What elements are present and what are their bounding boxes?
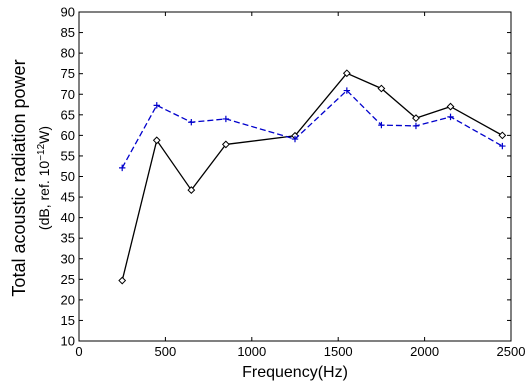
- y-tick-label: 10: [61, 334, 75, 349]
- y-tick-label: 40: [61, 210, 75, 225]
- series-2-point: [412, 122, 420, 130]
- series-1-line: [121, 72, 503, 281]
- y-tick-label: 90: [61, 5, 75, 20]
- x-tick-label: 2500: [497, 344, 526, 359]
- series-1-point: [446, 102, 455, 111]
- y-axis-title: Total acoustic radiation power: [9, 59, 29, 296]
- series-2-line: [121, 89, 503, 169]
- y-tick-label: 45: [61, 190, 75, 205]
- x-tick-label: 1000: [237, 344, 266, 359]
- series-2-point: [222, 115, 230, 123]
- y-tick-label: 85: [61, 25, 75, 40]
- y-tick-label: 20: [61, 292, 75, 307]
- series-1-point: [342, 69, 351, 78]
- y-tick-label: 60: [61, 128, 75, 143]
- series-1-point: [412, 114, 420, 123]
- x-tick-label: 500: [155, 344, 177, 359]
- y-tick-label: 70: [61, 87, 75, 102]
- x-tick-label: 2000: [410, 344, 439, 359]
- series-2-point: [447, 113, 454, 121]
- series-group: [118, 69, 507, 285]
- x-axis-title: Frequency(Hz): [242, 364, 348, 381]
- series-1-point: [118, 276, 127, 285]
- y-tick-label: 15: [61, 313, 75, 328]
- series-1-point: [152, 136, 161, 145]
- y-tick-label: 50: [61, 169, 75, 184]
- y-axis-subtitle: (dB, ref. 10−12W): [36, 126, 52, 230]
- y-tick-label: 55: [61, 148, 75, 163]
- y-tick-label: 30: [61, 251, 75, 266]
- ticks-group: 0 500 1000 1500 2000 2500 10 15 20 25 30 35 40 45 50 55…: [61, 5, 526, 360]
- series-1-point: [187, 186, 196, 194]
- y-tick-label: 80: [61, 46, 75, 61]
- series-2-point: [153, 102, 160, 109]
- series-2-point: [188, 119, 195, 126]
- series-1-point: [377, 84, 386, 93]
- x-tick-label: 1500: [324, 344, 353, 359]
- y-tick-label: 35: [61, 231, 75, 246]
- series-2-point: [119, 164, 126, 172]
- plot-area: [78, 11, 512, 342]
- series-1-point: [498, 131, 507, 140]
- y-tick-label: 65: [61, 107, 75, 122]
- series-2-point: [378, 121, 385, 129]
- series-2-point: [499, 142, 506, 150]
- series-2-point: [291, 135, 299, 143]
- y-tick-label: 75: [61, 66, 75, 81]
- y-tick-label: 25: [61, 272, 75, 287]
- series-1-point: [221, 140, 230, 149]
- series-2-point: [343, 87, 351, 94]
- x-tick-label: 0: [75, 344, 82, 359]
